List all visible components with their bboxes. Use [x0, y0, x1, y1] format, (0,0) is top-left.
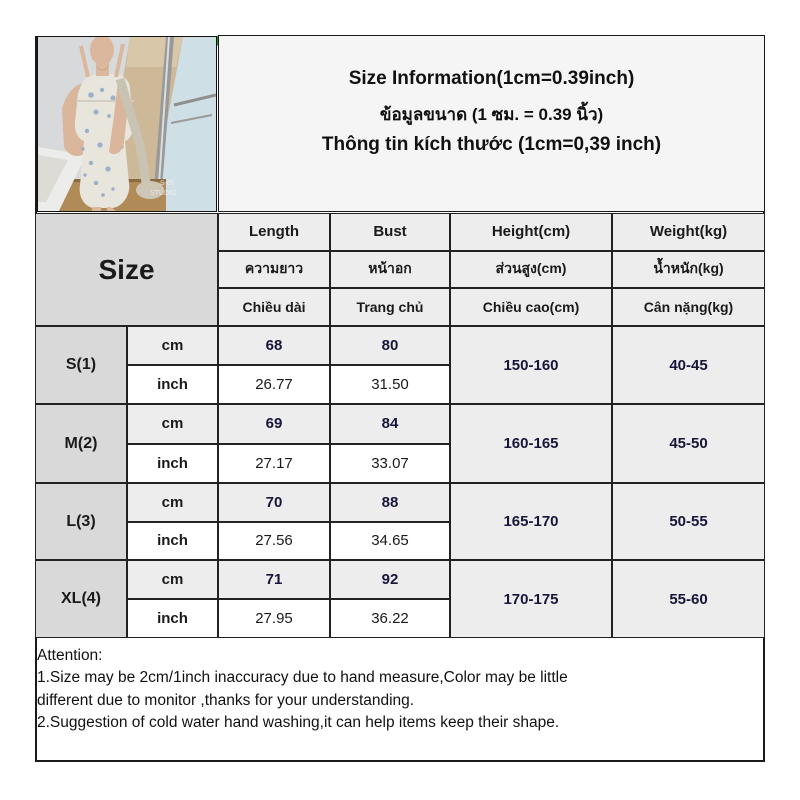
svg-text:S-65: S-65	[160, 180, 175, 187]
svg-text:STUDIO: STUDIO	[150, 190, 177, 197]
